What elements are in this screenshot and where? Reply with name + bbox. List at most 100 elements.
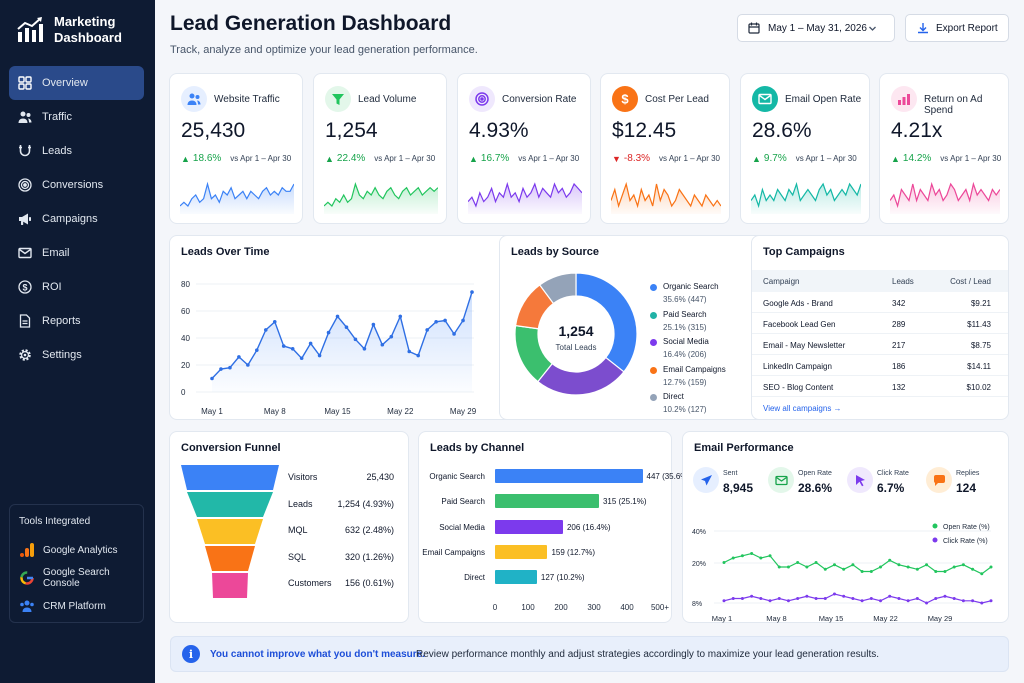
brand[interactable]: Marketing Dashboard bbox=[16, 14, 122, 46]
sidebar-item-leads[interactable]: Leads bbox=[9, 134, 144, 168]
sidebar-item-traffic[interactable]: Traffic bbox=[9, 100, 144, 134]
sparkline-area bbox=[611, 184, 721, 214]
tool-label: Google Analytics bbox=[43, 544, 118, 556]
sparkline-line bbox=[180, 181, 294, 207]
kpi-value: 25,430 bbox=[181, 119, 246, 142]
channel-label: Social Media bbox=[439, 522, 485, 532]
data-point bbox=[842, 567, 846, 571]
sidebar-item-email[interactable]: Email bbox=[9, 236, 144, 270]
sidebar-item-label: Settings bbox=[42, 349, 82, 361]
x-tick-label: May 15 bbox=[819, 614, 844, 623]
data-point bbox=[317, 353, 322, 358]
funnel-row: SQL 320 (1.26%) bbox=[288, 552, 394, 566]
info-banner: i You cannot improve what you don't meas… bbox=[170, 636, 1009, 672]
data-point bbox=[255, 348, 259, 352]
legend-name: Email Campaigns bbox=[663, 364, 726, 374]
megaphone-icon bbox=[19, 213, 31, 225]
data-point bbox=[897, 597, 901, 600]
data-point bbox=[805, 594, 809, 598]
data-point bbox=[326, 330, 331, 335]
funnel-stage-value: 156 (0.61%) bbox=[344, 578, 394, 588]
table-row[interactable]: Google Ads - Brand 342 $9.21 bbox=[752, 292, 1008, 313]
data-point bbox=[971, 567, 975, 571]
arrow-up-icon: ▲ bbox=[469, 153, 478, 164]
channel-row: Direct 127 (10.2%) bbox=[419, 570, 669, 585]
legend-value: 35.6% (447) bbox=[663, 295, 707, 304]
sidebar-item-label: Reports bbox=[42, 315, 81, 327]
data-point bbox=[210, 376, 214, 381]
kpi-card-website-traffic: Website Traffic 25,430 ▲ 18.6% vs Apr 1 – Ap… bbox=[169, 73, 303, 224]
legend-dot bbox=[650, 339, 657, 346]
mail-icon bbox=[18, 247, 32, 259]
kpi-compare: vs Apr 1 – Apr 30 bbox=[940, 154, 1002, 163]
date-range-picker[interactable]: May 1 – May 31, 2026 bbox=[737, 14, 895, 42]
kpi-label: Email Open Rate bbox=[785, 94, 862, 105]
data-point bbox=[888, 594, 892, 598]
channel-bar[interactable] bbox=[495, 570, 537, 585]
legend-value: 12.7% (159) bbox=[663, 377, 707, 387]
data-point bbox=[425, 328, 429, 332]
data-point bbox=[961, 563, 965, 567]
kpi-delta-value: 9.7% bbox=[763, 153, 787, 164]
legend-value: 25.1% (315) bbox=[663, 322, 707, 332]
legend-dot bbox=[650, 366, 657, 374]
data-point bbox=[470, 290, 474, 294]
data-point bbox=[344, 325, 349, 329]
data-point bbox=[362, 347, 367, 351]
email-performance-chart: 8% 20% 40% Open Rate (%) Click Rate (%) May 1… bbox=[692, 523, 993, 623]
channel-bar[interactable] bbox=[495, 544, 548, 559]
card-title: Top Campaigns bbox=[763, 246, 845, 258]
view-all-campaigns-link[interactable]: View all campaigns → bbox=[763, 404, 842, 413]
legend-dot bbox=[650, 394, 657, 401]
channel-value: 206 (16.4%) bbox=[566, 522, 611, 532]
x-tick-label: May 22 bbox=[873, 614, 898, 623]
kpi-compare: vs Apr 1 – Apr 30 bbox=[374, 154, 436, 163]
table-row[interactable]: Facebook Lead Gen 289 $11.43 bbox=[752, 313, 1008, 334]
data-point bbox=[823, 567, 827, 571]
data-point bbox=[777, 565, 781, 569]
sidebar-item-overview[interactable]: Overview bbox=[9, 66, 144, 100]
y-tick-label: 20 bbox=[181, 361, 190, 370]
channel-bar[interactable] bbox=[495, 469, 643, 483]
sidebar-item-settings[interactable]: Settings bbox=[9, 338, 144, 372]
campaign-cost-per-lead: $14.11 bbox=[967, 362, 991, 371]
data-point bbox=[860, 570, 864, 573]
sparkline-area bbox=[324, 184, 438, 214]
send-icon bbox=[693, 467, 719, 493]
kpi-card-return-on-ad-spend: Return on Ad Spend 4.21x ▲ 14.2% vs Apr 1 – … bbox=[879, 73, 1009, 224]
email-stat-replies: Replies 124 bbox=[926, 467, 1006, 501]
kpi-label: Return on Ad Spend bbox=[924, 94, 983, 116]
y-tick-label: 80 bbox=[181, 280, 190, 289]
chevron-down-icon bbox=[869, 26, 876, 31]
sidebar-item-campaigns[interactable]: Campaigns bbox=[9, 202, 144, 236]
series-line bbox=[723, 593, 992, 604]
sidebar-item-reports[interactable]: Reports bbox=[9, 304, 144, 338]
data-point bbox=[740, 597, 744, 600]
sparkline-area bbox=[468, 184, 582, 214]
table-row[interactable]: SEO - Blog Content 132 $10.02 bbox=[752, 376, 1008, 397]
channel-value: 315 (25.1%) bbox=[602, 497, 647, 507]
sparkline bbox=[468, 181, 582, 214]
kpi-label: Cost Per Lead bbox=[645, 94, 709, 105]
data-point bbox=[897, 563, 901, 567]
leads-by-source-donut bbox=[514, 272, 638, 396]
channel-bar[interactable] bbox=[495, 519, 563, 534]
kpi-card-email-open-rate: Email Open Rate 28.6% ▲ 9.7% vs Apr 1 – Apr … bbox=[740, 73, 870, 224]
export-report-button[interactable]: Export Report bbox=[905, 14, 1009, 42]
series-line bbox=[723, 552, 992, 575]
channel-label: Email Campaigns bbox=[422, 547, 485, 557]
data-point bbox=[461, 318, 465, 323]
data-point bbox=[398, 314, 403, 319]
donut-slice[interactable] bbox=[538, 272, 577, 305]
channel-bar[interactable] bbox=[495, 494, 599, 509]
kpi-compare: vs Apr 1 – Apr 30 bbox=[518, 154, 580, 163]
table-row[interactable]: LinkedIn Campaign 186 $14.11 bbox=[752, 355, 1008, 376]
tool-google-search-console[interactable]: Google Search Console bbox=[19, 564, 134, 592]
table-row[interactable]: Email - May Newsletter 217 $8.75 bbox=[752, 334, 1008, 355]
tool-crm-platform[interactable]: CRM Platform bbox=[19, 592, 134, 620]
sidebar-item-roi[interactable]: $ ROI bbox=[9, 270, 144, 304]
funnel-icon bbox=[325, 86, 351, 112]
sidebar-item-conversions[interactable]: Conversions bbox=[9, 168, 144, 202]
card-title: Email Performance bbox=[694, 442, 794, 454]
tool-google-analytics[interactable]: Google Analytics bbox=[19, 536, 134, 564]
